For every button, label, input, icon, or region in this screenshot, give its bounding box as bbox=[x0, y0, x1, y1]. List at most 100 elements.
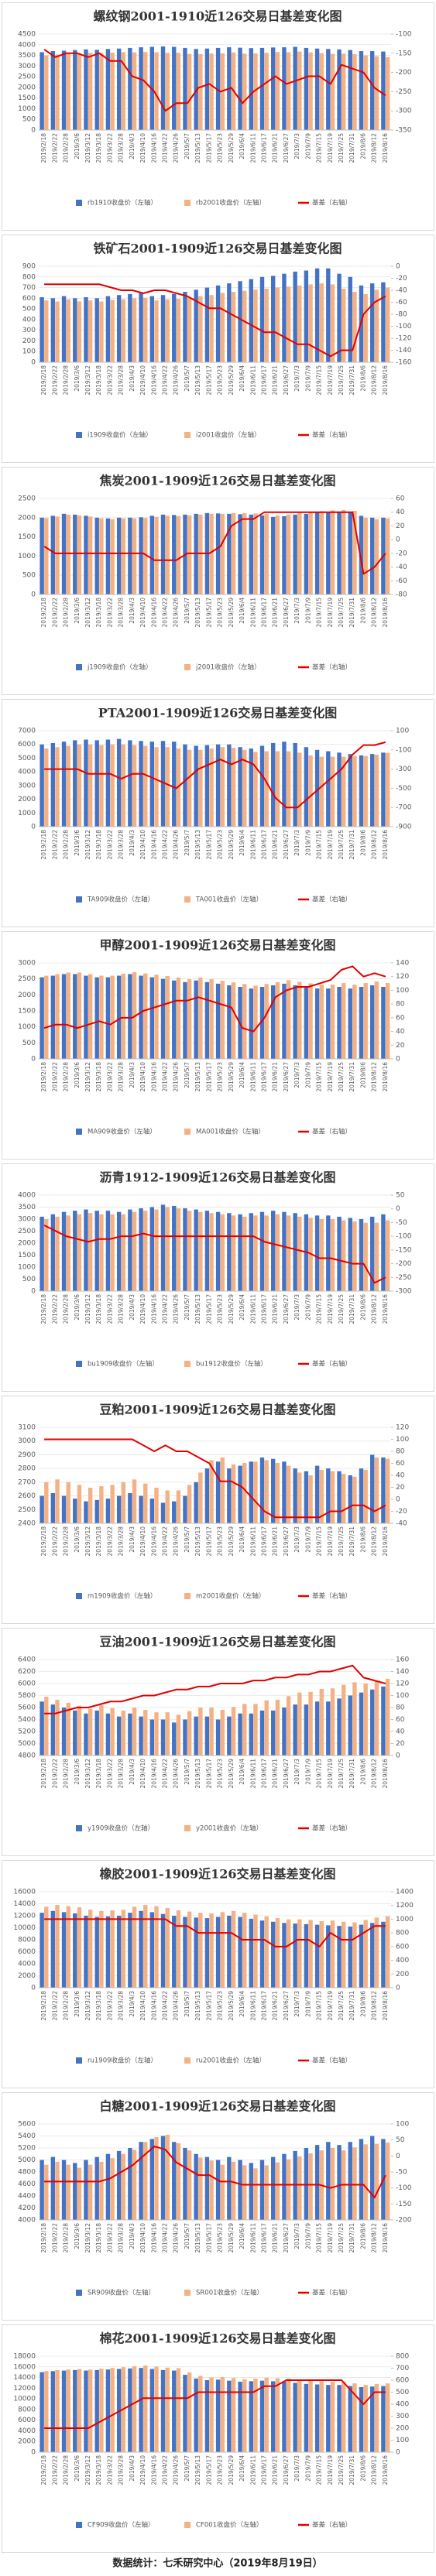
bar bbox=[220, 981, 225, 1059]
legend-swatch bbox=[76, 432, 82, 438]
x-tick-label: 2019/8/6 bbox=[359, 1062, 366, 1088]
x-tick-label: 2019/2/28 bbox=[63, 1526, 70, 1557]
bar bbox=[55, 301, 60, 362]
x-tick-label: 2019/6/21 bbox=[272, 830, 279, 860]
bar bbox=[110, 1214, 115, 1291]
x-tick-label: 2019/4/26 bbox=[173, 1294, 180, 1324]
basis-line bbox=[43, 511, 386, 575]
legend-swatch bbox=[184, 1593, 191, 1599]
y-tick-label: 1000 bbox=[18, 1264, 36, 1272]
y-tick-label: 100 bbox=[22, 348, 36, 356]
bar bbox=[55, 1216, 60, 1291]
bar bbox=[363, 1222, 368, 1291]
bar bbox=[385, 2143, 390, 2220]
y2-tick-label: -200 bbox=[396, 69, 412, 77]
x-tick-label: 2019/5/7 bbox=[184, 2455, 191, 2482]
x-tick-label: 2019/4/3 bbox=[129, 830, 136, 856]
bar bbox=[308, 2153, 313, 2220]
x-tick-label: 2019/7/19 bbox=[327, 1294, 334, 1324]
x-tick-label: 2019/6/11 bbox=[249, 1294, 256, 1324]
x-tick-label: 2019/6/11 bbox=[249, 2455, 256, 2485]
bar bbox=[110, 744, 115, 827]
bar bbox=[374, 1457, 379, 1523]
x-tick-label: 2019/7/9 bbox=[304, 365, 311, 392]
y-tick-label: 1500 bbox=[18, 94, 36, 102]
x-tick-label: 2019/4/10 bbox=[139, 598, 146, 628]
x-tick-label: 2019/6/17 bbox=[260, 1062, 267, 1092]
bar bbox=[128, 974, 132, 1059]
bar bbox=[50, 1493, 56, 1523]
x-tick-label: 2019/8/6 bbox=[359, 1991, 366, 2017]
bar bbox=[249, 1918, 253, 1988]
y-tick-label: 2700 bbox=[18, 1478, 36, 1486]
bar bbox=[381, 987, 386, 1059]
x-tick-label: 2019/5/29 bbox=[228, 1526, 235, 1557]
bar bbox=[88, 974, 93, 1059]
bar bbox=[275, 1214, 280, 1291]
x-tick-label: 2019/6/4 bbox=[239, 1526, 245, 1553]
panel-border bbox=[2, 1860, 434, 2088]
bar bbox=[194, 513, 198, 594]
y2-tick-label: 120 bbox=[396, 1680, 409, 1688]
bar bbox=[231, 1910, 236, 1988]
bar bbox=[253, 985, 258, 1059]
x-tick-label: 2019/4/22 bbox=[162, 365, 169, 396]
bar bbox=[363, 755, 368, 827]
bar bbox=[110, 519, 115, 594]
y-tick-label: 2400 bbox=[18, 1520, 36, 1528]
x-tick-label: 2019/6/21 bbox=[272, 2455, 279, 2485]
bar bbox=[259, 2160, 265, 2220]
x-tick-label: 2019/4/10 bbox=[139, 2455, 146, 2485]
y2-tick-label: 400 bbox=[396, 2401, 409, 2409]
x-tick-label: 2019/4/10 bbox=[139, 1991, 146, 2021]
bar bbox=[352, 292, 357, 362]
y2-tick-label: -250 bbox=[396, 1274, 412, 1282]
x-tick-label: 2019/4/22 bbox=[162, 598, 169, 628]
bar bbox=[319, 1920, 324, 1988]
x-tick-label: 2019/7/3 bbox=[294, 598, 300, 624]
bar bbox=[132, 2150, 137, 2220]
bar bbox=[154, 300, 159, 362]
bar bbox=[363, 1684, 368, 1756]
bar bbox=[253, 289, 258, 362]
bar bbox=[359, 1219, 364, 1291]
x-tick-label: 2019/2/28 bbox=[63, 1991, 70, 2021]
bar bbox=[215, 285, 221, 362]
x-tick-label: 2019/8/16 bbox=[382, 1991, 389, 2021]
bar bbox=[183, 1917, 187, 1988]
x-tick-label: 2019/7/9 bbox=[304, 1294, 311, 1321]
x-tick-label: 2019/3/6 bbox=[74, 2455, 81, 2482]
x-tick-label: 2019/6/4 bbox=[239, 1062, 245, 1088]
y-tick-label: 4000 bbox=[18, 2427, 36, 2435]
bar bbox=[204, 1468, 210, 1523]
bar bbox=[176, 978, 181, 1059]
x-tick-label: 2019/4/22 bbox=[162, 133, 169, 163]
y-tick-label: 2500 bbox=[18, 74, 36, 81]
bar bbox=[297, 2156, 302, 2220]
x-tick-label: 2019/5/7 bbox=[184, 1759, 191, 1785]
bar bbox=[385, 287, 390, 362]
bar bbox=[160, 295, 166, 362]
bar bbox=[359, 755, 364, 827]
bar bbox=[198, 53, 203, 130]
x-tick-label: 2019/4/16 bbox=[150, 2223, 157, 2253]
bar bbox=[94, 298, 99, 362]
x-tick-label: 2019/3/6 bbox=[74, 1759, 81, 1785]
bar bbox=[160, 2369, 166, 2452]
x-tick-label: 2019/7/31 bbox=[348, 830, 355, 860]
bar bbox=[66, 299, 70, 362]
bar bbox=[282, 1461, 287, 1523]
bar bbox=[220, 1912, 225, 1988]
x-tick-label: 2019/4/22 bbox=[162, 1062, 169, 1092]
x-tick-label: 2019/2/28 bbox=[63, 2455, 70, 2485]
x-tick-label: 2019/8/12 bbox=[371, 1062, 378, 1092]
bar bbox=[198, 296, 203, 362]
x-tick-label: 2019/3/6 bbox=[74, 1294, 81, 1321]
bar bbox=[326, 1468, 331, 1523]
bar bbox=[165, 1490, 170, 1523]
x-tick-label: 2019/6/21 bbox=[272, 1062, 279, 1092]
bar bbox=[227, 744, 232, 827]
y-tick-label: 3000 bbox=[18, 63, 36, 70]
y-tick-label: 2000 bbox=[18, 514, 36, 522]
legend-label: 基差（右轴） bbox=[312, 1592, 352, 1601]
